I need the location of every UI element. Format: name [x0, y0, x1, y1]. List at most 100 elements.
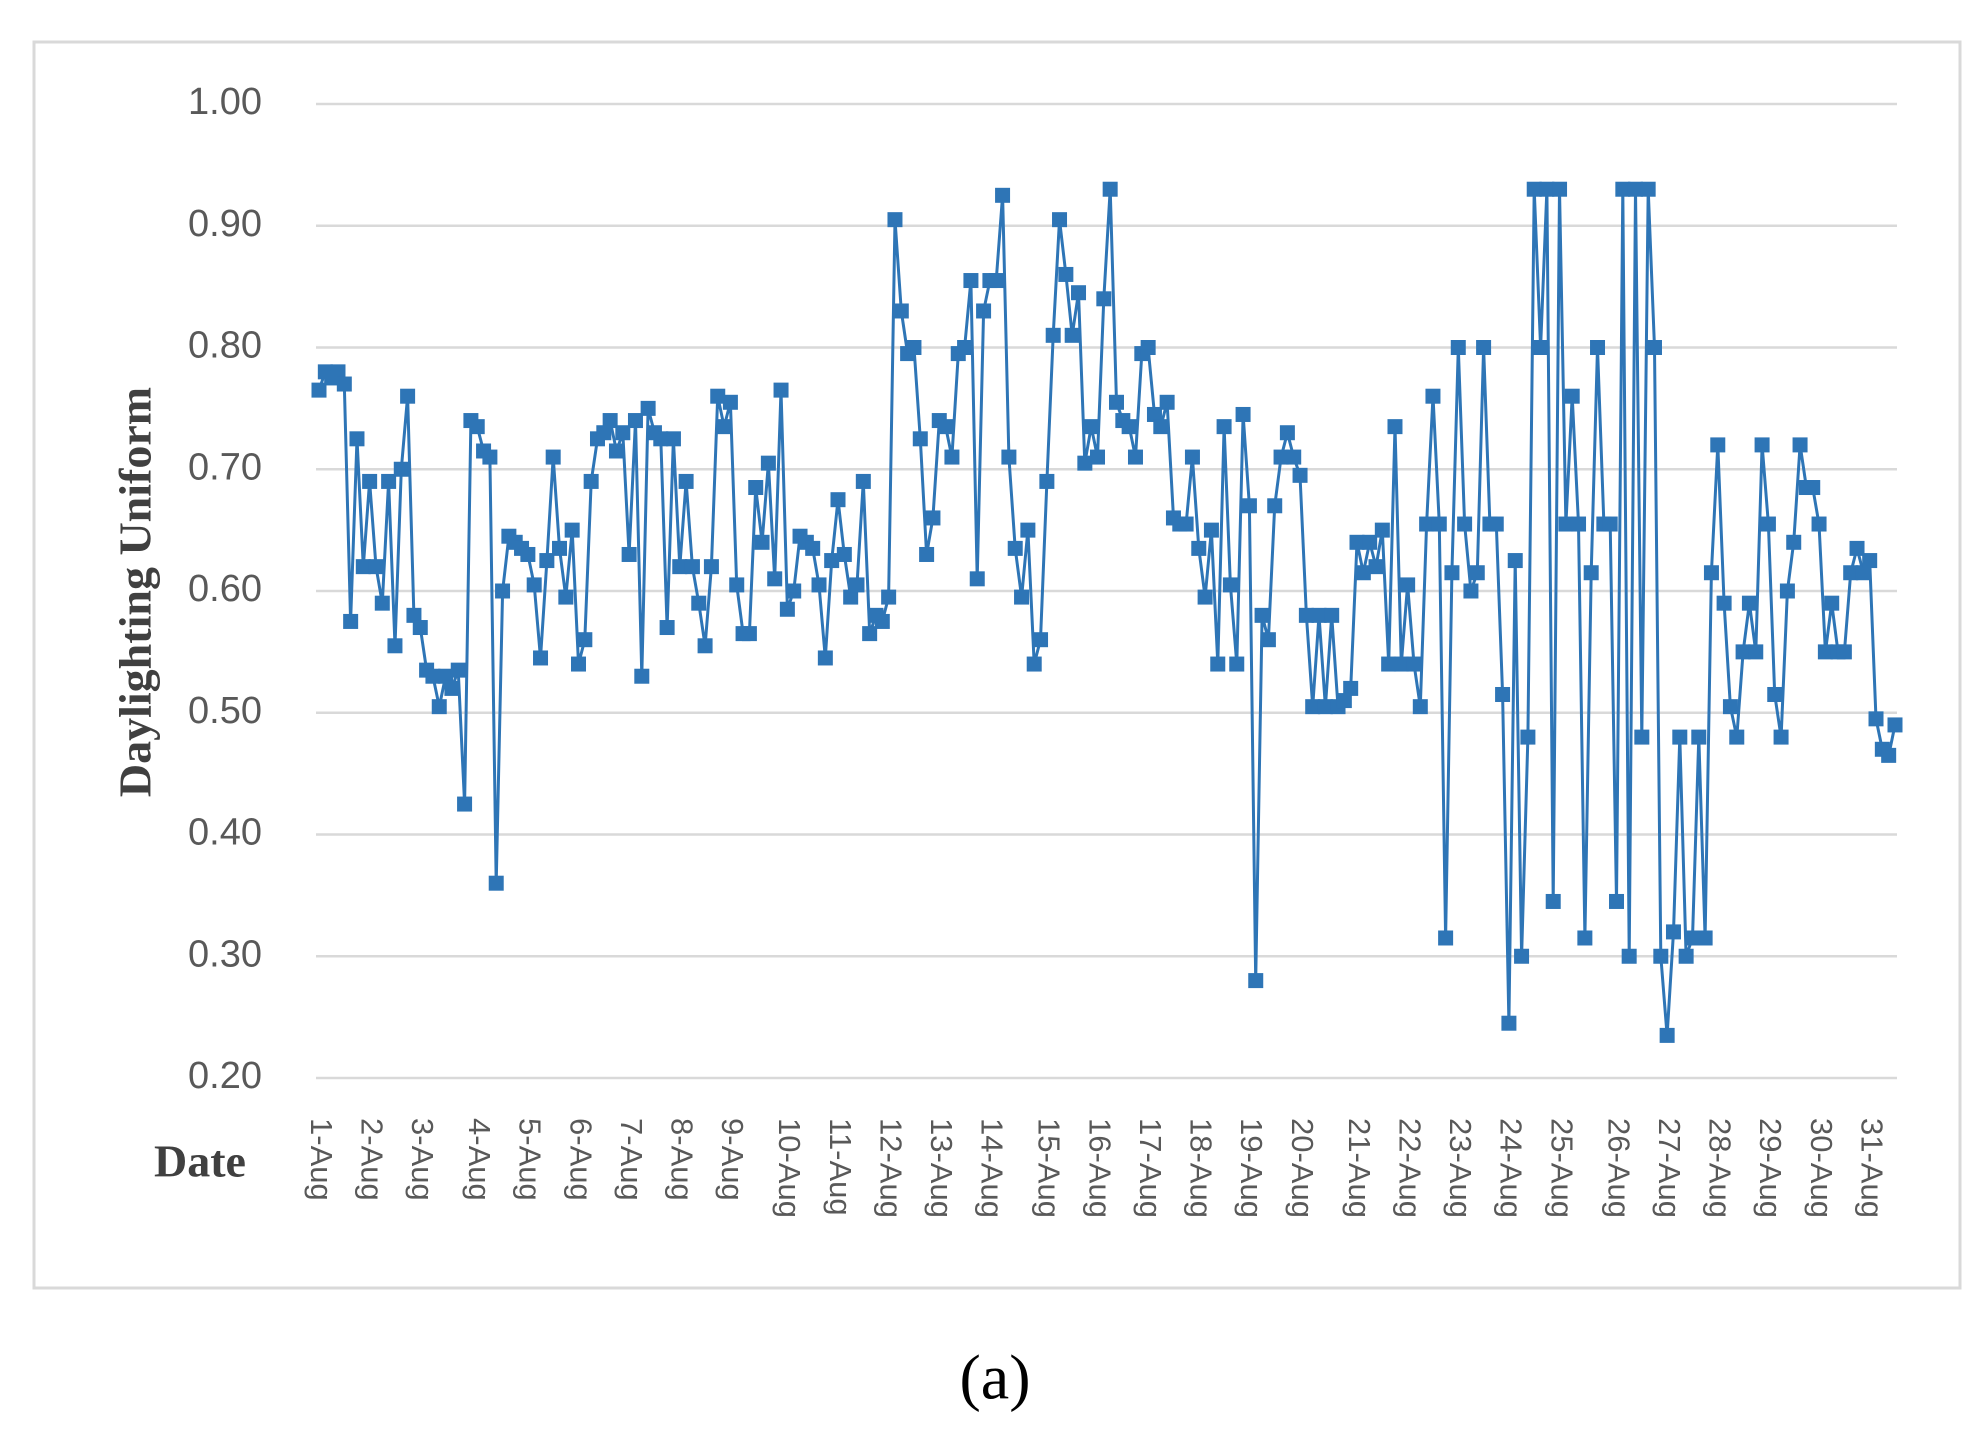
- data-point: [457, 796, 473, 812]
- data-point: [1577, 930, 1593, 946]
- data-point: [552, 540, 568, 556]
- x-tick-label: 30-Aug: [1804, 1118, 1839, 1218]
- data-point: [1722, 699, 1738, 715]
- data-point: [1703, 565, 1719, 581]
- data-point: [1146, 406, 1162, 422]
- data-point: [1090, 449, 1106, 465]
- data-point: [881, 589, 897, 605]
- data-point: [849, 577, 865, 593]
- data-point: [760, 455, 776, 471]
- data-point: [488, 875, 504, 891]
- data-point: [1108, 394, 1124, 410]
- data-point: [425, 668, 441, 684]
- data-point: [608, 443, 624, 459]
- data-point: [1602, 516, 1618, 532]
- data-point: [830, 492, 846, 508]
- data-point: [577, 632, 593, 648]
- x-tick-label: 22-Aug: [1392, 1118, 1427, 1218]
- data-point: [1665, 924, 1681, 940]
- data-point: [691, 595, 707, 611]
- data-point: [906, 340, 922, 355]
- data-point: [1526, 181, 1542, 197]
- data-point: [1438, 930, 1454, 946]
- chart-frame: [32, 40, 1962, 1290]
- data-point: [1514, 948, 1530, 964]
- x-tick-label: 28-Aug: [1703, 1118, 1738, 1218]
- data-point: [1615, 181, 1631, 197]
- data-point: [1729, 729, 1745, 745]
- data-point: [393, 461, 409, 477]
- data-point: [862, 626, 878, 642]
- data-point: [969, 571, 985, 587]
- data-point: [1552, 181, 1568, 197]
- data-point: [1127, 449, 1143, 465]
- data-point: [1431, 516, 1447, 532]
- x-tick-label: 14-Aug: [975, 1118, 1010, 1218]
- x-tick-label: 11-Aug: [823, 1118, 858, 1216]
- data-point: [1741, 595, 1757, 611]
- data-point: [615, 425, 631, 441]
- data-point: [1691, 729, 1707, 745]
- data-point: [1539, 181, 1555, 197]
- data-point: [1697, 930, 1713, 946]
- data-point: [995, 187, 1011, 203]
- data-point: [1646, 340, 1662, 355]
- x-tick-label: 21-Aug: [1342, 1118, 1377, 1218]
- y-tick-label: 0.80: [188, 325, 262, 367]
- data-point: [1887, 717, 1903, 733]
- data-point: [1640, 181, 1656, 197]
- data-point: [1811, 516, 1827, 532]
- data-point: [1627, 181, 1643, 197]
- data-point: [311, 382, 327, 398]
- data-point: [1260, 632, 1276, 648]
- data-point: [1590, 340, 1606, 355]
- data-point: [1210, 656, 1226, 672]
- data-point: [1001, 449, 1017, 465]
- data-point: [1469, 565, 1485, 581]
- data-point: [1077, 455, 1093, 471]
- caption: (a): [959, 1342, 1030, 1413]
- data-point: [716, 419, 732, 435]
- x-tick-label: 10-Aug: [772, 1118, 807, 1218]
- data-point: [1824, 595, 1840, 611]
- data-point: [1488, 516, 1504, 532]
- data-point: [368, 559, 384, 575]
- data-point: [1545, 893, 1561, 909]
- data-point: [703, 559, 719, 575]
- data-point: [596, 425, 612, 441]
- data-point: [533, 650, 549, 666]
- data-point: [374, 595, 390, 611]
- x-tick-label: 18-Aug: [1184, 1118, 1219, 1218]
- x-tick-label: 4-Aug: [462, 1118, 497, 1201]
- x-axis-title: Date: [154, 1136, 246, 1187]
- data-point: [558, 589, 574, 605]
- data-point: [406, 607, 422, 623]
- data-point: [1760, 516, 1776, 532]
- data-point: [938, 419, 954, 435]
- data-point: [887, 212, 903, 228]
- data-point: [1058, 266, 1074, 282]
- data-point: [1267, 498, 1283, 514]
- x-tick-label: 17-Aug: [1133, 1118, 1168, 1218]
- data-point: [1507, 553, 1523, 569]
- data-point: [988, 273, 1004, 289]
- y-tick-label: 0.90: [188, 203, 262, 245]
- data-point: [1792, 437, 1808, 453]
- data-point: [1305, 699, 1321, 715]
- data-point: [571, 656, 587, 672]
- data-point: [1083, 419, 1099, 435]
- data-point: [1254, 607, 1270, 623]
- data-point: [1564, 388, 1580, 404]
- x-tick-label: 3-Aug: [405, 1118, 440, 1201]
- y-tick-label: 0.70: [188, 446, 262, 488]
- data-point: [855, 473, 871, 489]
- data-point: [824, 553, 840, 569]
- x-tick-label: 12-Aug: [873, 1118, 908, 1218]
- data-point: [678, 473, 694, 489]
- data-point: [805, 540, 821, 556]
- data-point: [1381, 656, 1397, 672]
- x-tick-label: 5-Aug: [513, 1118, 548, 1201]
- data-point: [779, 601, 795, 617]
- data-point: [1096, 291, 1112, 307]
- data-point: [1235, 406, 1251, 422]
